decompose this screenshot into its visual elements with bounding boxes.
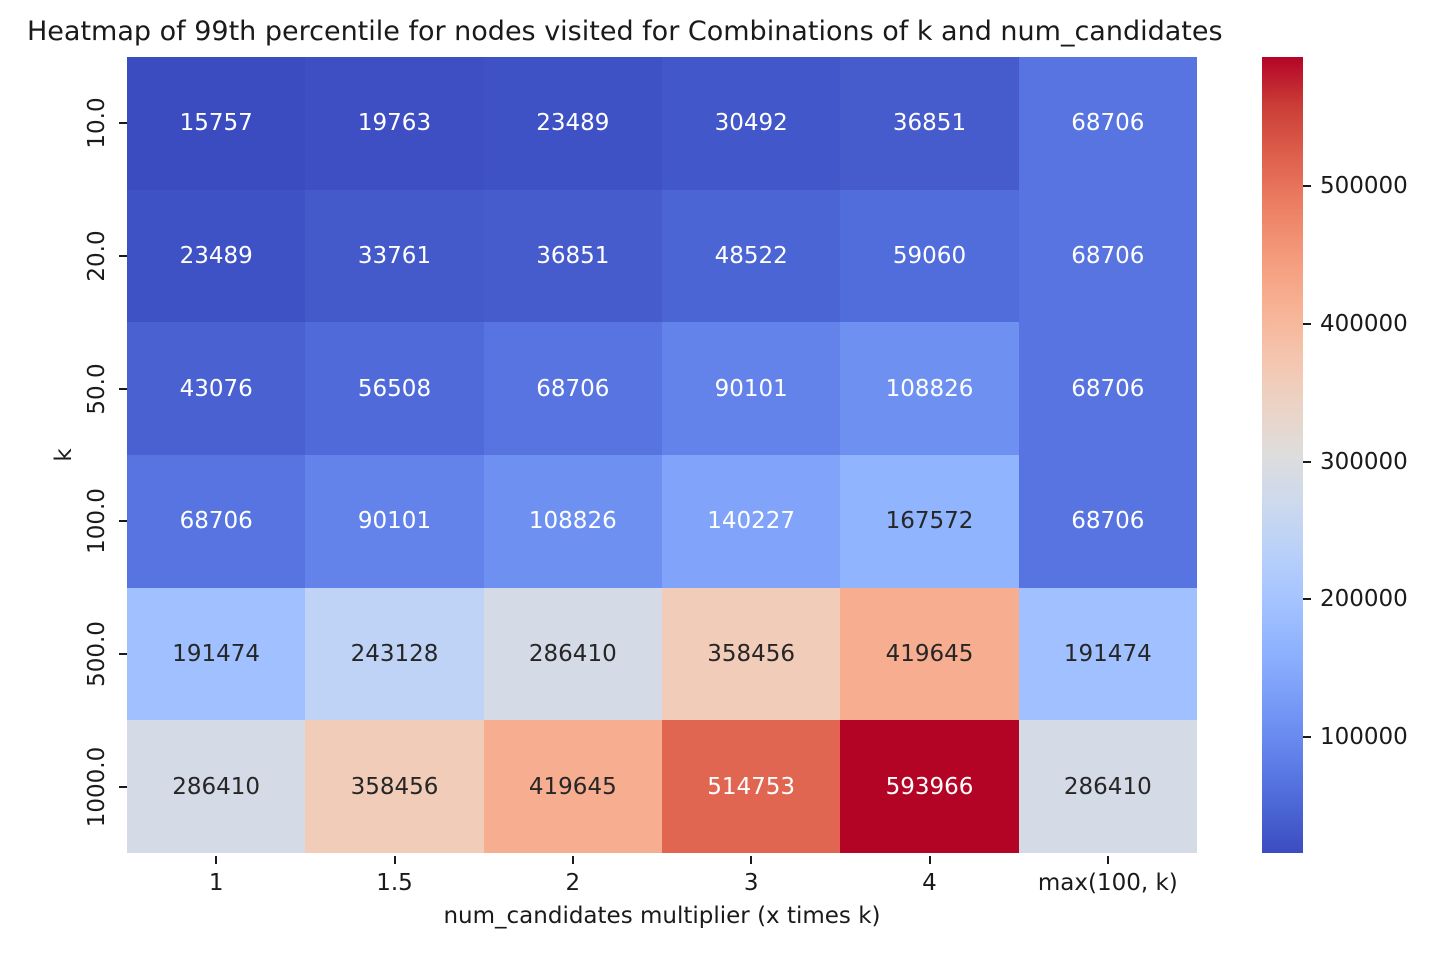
heatmap-cell-r5c3: 514753 — [661, 720, 841, 853]
heatmap-cell-r3c0: 68706 — [127, 455, 306, 588]
heatmap-cell-r1c4: 59060 — [840, 189, 1019, 323]
y-tick-mark — [119, 122, 127, 125]
x-tick-mark — [215, 856, 218, 864]
chart-title: Heatmap of 99th percentile for nodes vis… — [27, 16, 1223, 47]
colorbar-tick-label: 200000 — [1320, 586, 1408, 613]
colorbar-tick-mark — [1303, 185, 1311, 188]
heatmap-cell-r3c5: 68706 — [1018, 455, 1197, 588]
y-axis-ticks: 10.0 20.0 50.0 100.0 500.0 1000.0 — [70, 57, 127, 853]
x-tick-label: 2 — [565, 870, 581, 896]
heatmap-cell-r2c2: 68706 — [483, 322, 662, 455]
heatmap-cell-r2c0: 43076 — [127, 322, 306, 455]
heatmap-cell-r3c2: 108826 — [483, 455, 662, 588]
x-axis-ticks: 1 1.5 2 3 4 max(100, k) — [127, 853, 1197, 913]
heatmap-cell-r4c4: 419645 — [840, 587, 1019, 721]
x-tick-label: 3 — [743, 870, 759, 896]
heatmap-cell-r5c2: 419645 — [483, 720, 662, 853]
heatmap-cell-r5c5: 286410 — [1018, 720, 1197, 853]
heatmap-cell-r1c2: 36851 — [483, 189, 662, 323]
colorbar-tick-mark — [1303, 460, 1311, 463]
y-tick-mark — [119, 255, 127, 257]
heatmap-cell-r4c0: 191474 — [127, 587, 306, 721]
colorbar-tick-mark — [1303, 736, 1311, 739]
heatmap-cell-r2c5: 68706 — [1018, 322, 1197, 455]
heatmap-cell-r1c0: 23489 — [127, 189, 306, 323]
heatmap-grid: 15757 19763 23489 30492 36851 68706 23489 33761… — [127, 57, 1197, 853]
heatmap-cell-r3c4: 167572 — [840, 455, 1019, 588]
heatmap-cell-r2c1: 56508 — [305, 322, 484, 455]
y-tick-label: 10.0 — [84, 97, 110, 149]
heatmap-cell-r2c4: 108826 — [840, 322, 1019, 455]
y-tick-mark — [119, 520, 127, 523]
heatmap-cell-r0c0: 15757 — [127, 57, 306, 190]
colorbar-tick-label: 400000 — [1320, 311, 1408, 338]
heatmap-cell-r5c1: 358456 — [305, 720, 484, 853]
heatmap-cell-r0c5: 68706 — [1018, 57, 1197, 190]
colorbar-tick-label: 500000 — [1320, 173, 1408, 200]
x-tick-label: 1.5 — [376, 870, 413, 896]
heatmap-cell-r3c3: 140227 — [661, 455, 841, 588]
y-tick-label: 100.0 — [84, 488, 110, 555]
heatmap-cell-r2c3: 90101 — [661, 322, 841, 455]
x-tick-mark — [1106, 856, 1109, 864]
y-tick-mark — [119, 785, 127, 788]
colorbar-ticks: 100000 200000 300000 400000 500000 — [1303, 57, 1433, 853]
y-tick-label: 20.0 — [84, 230, 110, 282]
x-tick-label: 1 — [208, 870, 224, 896]
heatmap-cell-r0c3: 30492 — [661, 57, 841, 190]
y-tick-label: 1000.0 — [84, 746, 110, 827]
x-tick-mark — [393, 856, 396, 864]
colorbar-gradient — [1262, 57, 1303, 853]
colorbar-tick-label: 300000 — [1320, 448, 1408, 475]
heatmap-cell-r3c1: 90101 — [305, 455, 484, 588]
heatmap-cell-r5c4: 593966 — [840, 720, 1019, 853]
x-tick-mark — [928, 856, 931, 864]
heatmap-cell-r1c5: 68706 — [1018, 189, 1197, 323]
heatmap-cell-r4c1: 243128 — [305, 587, 484, 721]
x-tick-mark — [750, 856, 753, 864]
heatmap-cell-r4c5: 191474 — [1018, 587, 1197, 721]
heatmap-cell-r1c1: 33761 — [305, 189, 484, 323]
x-tick-mark — [571, 856, 574, 864]
y-tick-mark — [119, 653, 127, 655]
y-tick-label: 500.0 — [84, 621, 110, 687]
heatmap-cell-r0c1: 19763 — [305, 57, 484, 190]
heatmap-cell-r4c3: 358456 — [661, 587, 841, 721]
colorbar-tick-mark — [1303, 323, 1311, 326]
x-tick-label: 4 — [922, 870, 937, 896]
heatmap-cell-r4c2: 286410 — [483, 587, 662, 721]
heatmap-cell-r0c4: 36851 — [840, 57, 1019, 190]
x-tick-label: max(100, k) — [1037, 870, 1178, 896]
heatmap-cell-r5c0: 286410 — [127, 720, 306, 853]
heatmap-cell-r1c3: 48522 — [661, 189, 841, 323]
y-tick-label: 50.0 — [84, 363, 110, 415]
heatmap-cell-r0c2: 23489 — [483, 57, 662, 190]
colorbar-tick-label: 100000 — [1320, 724, 1408, 751]
x-axis-label: num_candidates multiplier (x times k) — [443, 903, 881, 929]
colorbar-tick-mark — [1303, 598, 1311, 601]
y-tick-mark — [119, 387, 127, 390]
